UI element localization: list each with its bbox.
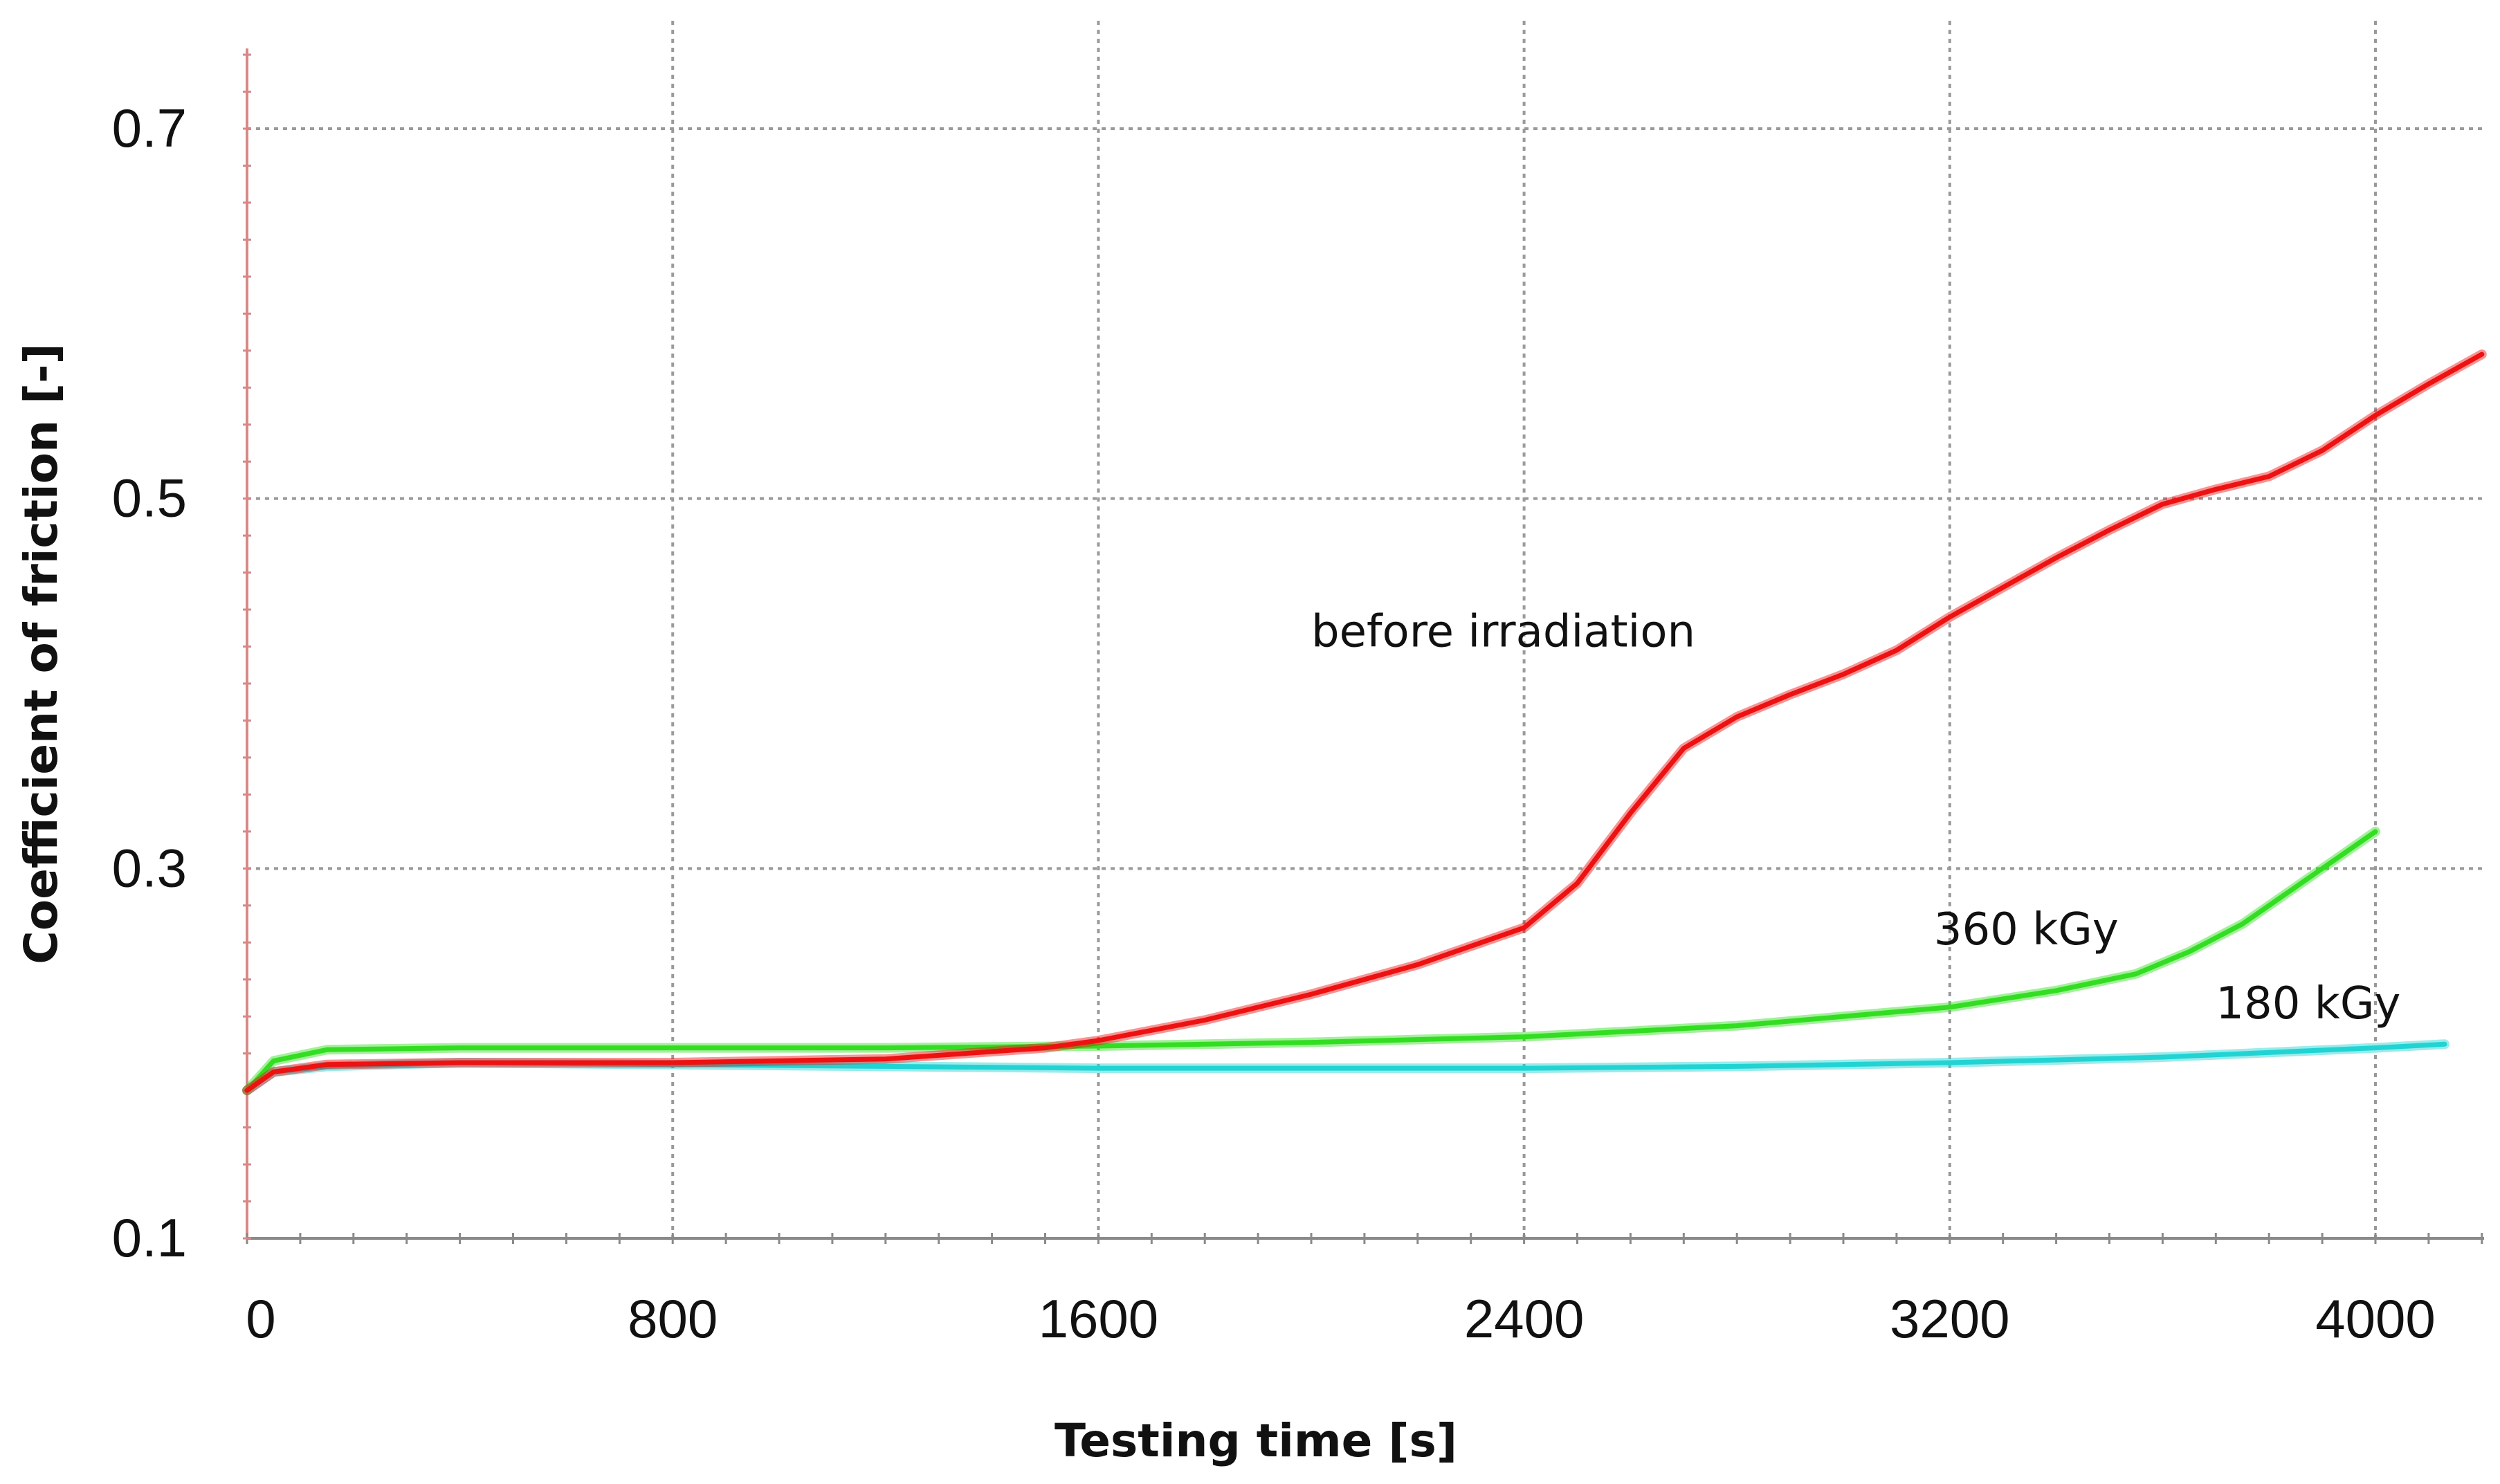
- series-line-before-irradiation: [244, 351, 2485, 1093]
- y-tick-label: 0.1: [112, 1207, 187, 1268]
- x-tick-label: 4000: [2315, 1288, 2436, 1349]
- y-tick-label: 0.3: [112, 837, 187, 898]
- x-tick-label: 0: [246, 1288, 275, 1349]
- x-tick-label: 1600: [1039, 1288, 1159, 1349]
- tick-labels: 0.1 0.3 0.5 0.7 0 800 1600 2400 3200 4000: [112, 98, 2436, 1349]
- annotation-label: 360 kGy: [1934, 904, 2119, 955]
- x-tick-label: 3200: [1890, 1288, 2010, 1349]
- x-tick-label: 2400: [1464, 1288, 1585, 1349]
- annotation-label: 180 kGy: [2216, 978, 2400, 1029]
- y-tick-label: 0.7: [112, 98, 187, 158]
- annotations: before irradiation 360 kGy 180 kGy: [1311, 607, 2400, 1029]
- y-tick-label: 0.5: [112, 468, 187, 529]
- axes: [243, 48, 2484, 1244]
- series-line-360-kgy: [244, 829, 2378, 1093]
- data-series: [242, 349, 2487, 1096]
- series-band-360-kgy: [242, 826, 2380, 1096]
- x-axis-title: Testing time [s]: [1055, 1414, 1457, 1467]
- y-axis-title: Coefficient of friction [-]: [15, 343, 68, 964]
- x-tick-label: 800: [628, 1288, 718, 1349]
- gridlines: [247, 21, 2484, 1238]
- annotation-label: before irradiation: [1311, 607, 1695, 658]
